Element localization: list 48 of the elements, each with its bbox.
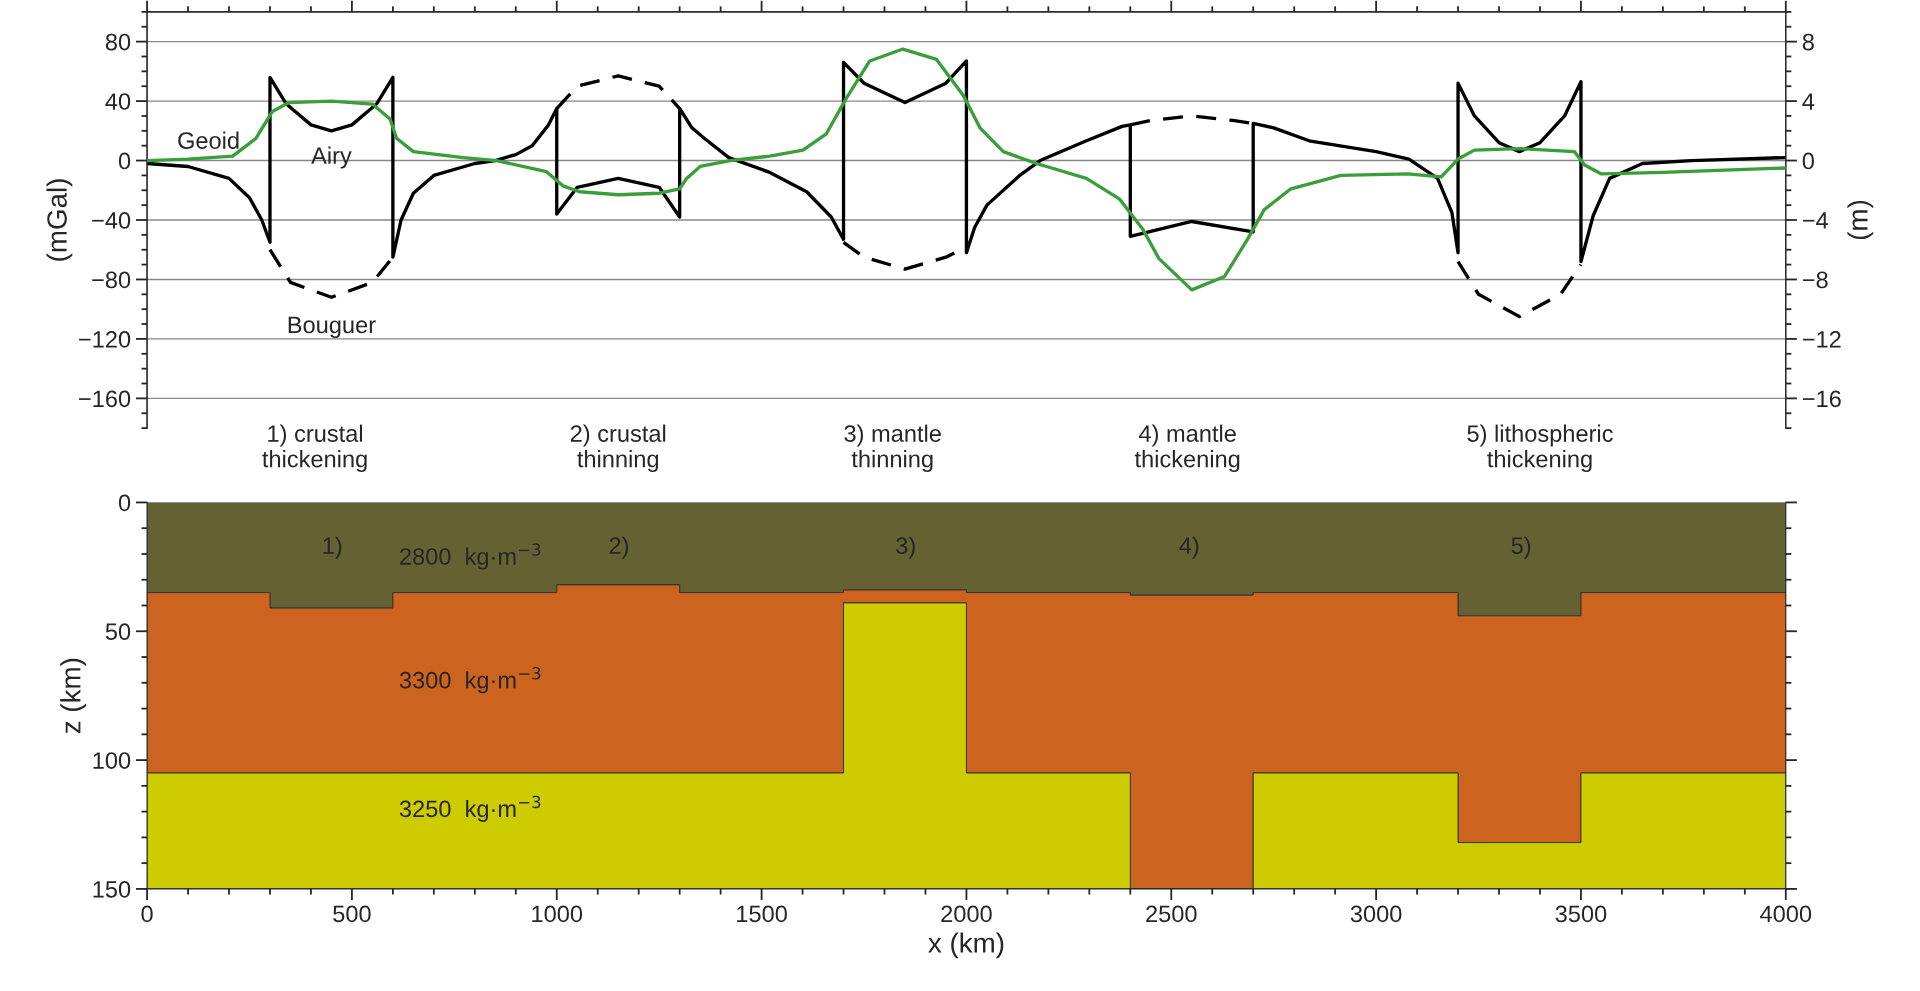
x-tick-label: 4000 xyxy=(1760,905,1812,923)
line-series xyxy=(147,47,1786,292)
y2-tick-label: −8 xyxy=(1802,271,1828,289)
y-tick-label: 100 xyxy=(93,752,131,769)
annotation: 1) crustal thickening xyxy=(262,424,367,473)
annotation: 2800 kg·m$^{−3}$ xyxy=(400,543,541,570)
y2-tick-label: −12 xyxy=(1802,330,1841,348)
y2-tick-label: 8 xyxy=(1802,33,1814,51)
y-tick-label: −120 xyxy=(79,330,131,348)
y-tick-label: 40 xyxy=(105,93,131,110)
y2-axis-title: (m) xyxy=(1847,200,1874,240)
annotation: Airy xyxy=(311,146,352,169)
y-axis-title: (mGal) xyxy=(46,179,73,261)
y2-tick-label: 0 xyxy=(1802,152,1814,170)
y-axis-title: z (km) xyxy=(60,658,87,734)
x-tick-label: 1000 xyxy=(532,905,583,923)
annotation: 4) xyxy=(1179,536,1199,559)
annotation: 3300 kg·m$^{−3}$ xyxy=(399,667,541,694)
x-tick-label: 3500 xyxy=(1555,905,1607,923)
annotation: 3) mantle thinning xyxy=(844,424,941,473)
x-tick-label: 1500 xyxy=(737,905,787,923)
y-tick-label: 0 xyxy=(118,494,131,512)
annotation: 5) xyxy=(1511,536,1531,559)
x-tick-label: 500 xyxy=(333,905,371,923)
y-tick-label: 80 xyxy=(105,33,131,51)
y-tick-label: 50 xyxy=(105,623,131,641)
y-tick-label: −40 xyxy=(92,212,131,229)
y-tick-label: −160 xyxy=(79,390,131,408)
annotation: 3) xyxy=(896,536,915,559)
y-tick-label: 150 xyxy=(93,881,131,898)
y-tick-label: 0 xyxy=(118,152,131,170)
x-tick-label: 2000 xyxy=(941,905,992,923)
y2-tick-label: −4 xyxy=(1802,212,1828,229)
annotation: 5) lithospheric thickening xyxy=(1467,424,1613,473)
x-tick-label: 2500 xyxy=(1146,905,1197,923)
annotation: 1) xyxy=(323,536,342,559)
x-axis-title: x (km) xyxy=(928,932,1004,959)
annotation: Geoid xyxy=(178,131,239,149)
annotation: 3250 kg·m$^{−3}$ xyxy=(399,795,541,822)
x-tick-label: 0 xyxy=(141,905,153,923)
y2-tick-label: 4 xyxy=(1802,93,1815,110)
annotation: Bouguer xyxy=(288,316,376,338)
annotation: 2) xyxy=(609,536,629,559)
y2-tick-label: −16 xyxy=(1802,390,1841,408)
annotation: 2) crustal thinning xyxy=(570,424,666,473)
y-tick-label: −80 xyxy=(92,271,131,289)
x-tick-label: 3000 xyxy=(1350,905,1402,923)
annotation: 4) mantle thickening xyxy=(1134,424,1240,473)
